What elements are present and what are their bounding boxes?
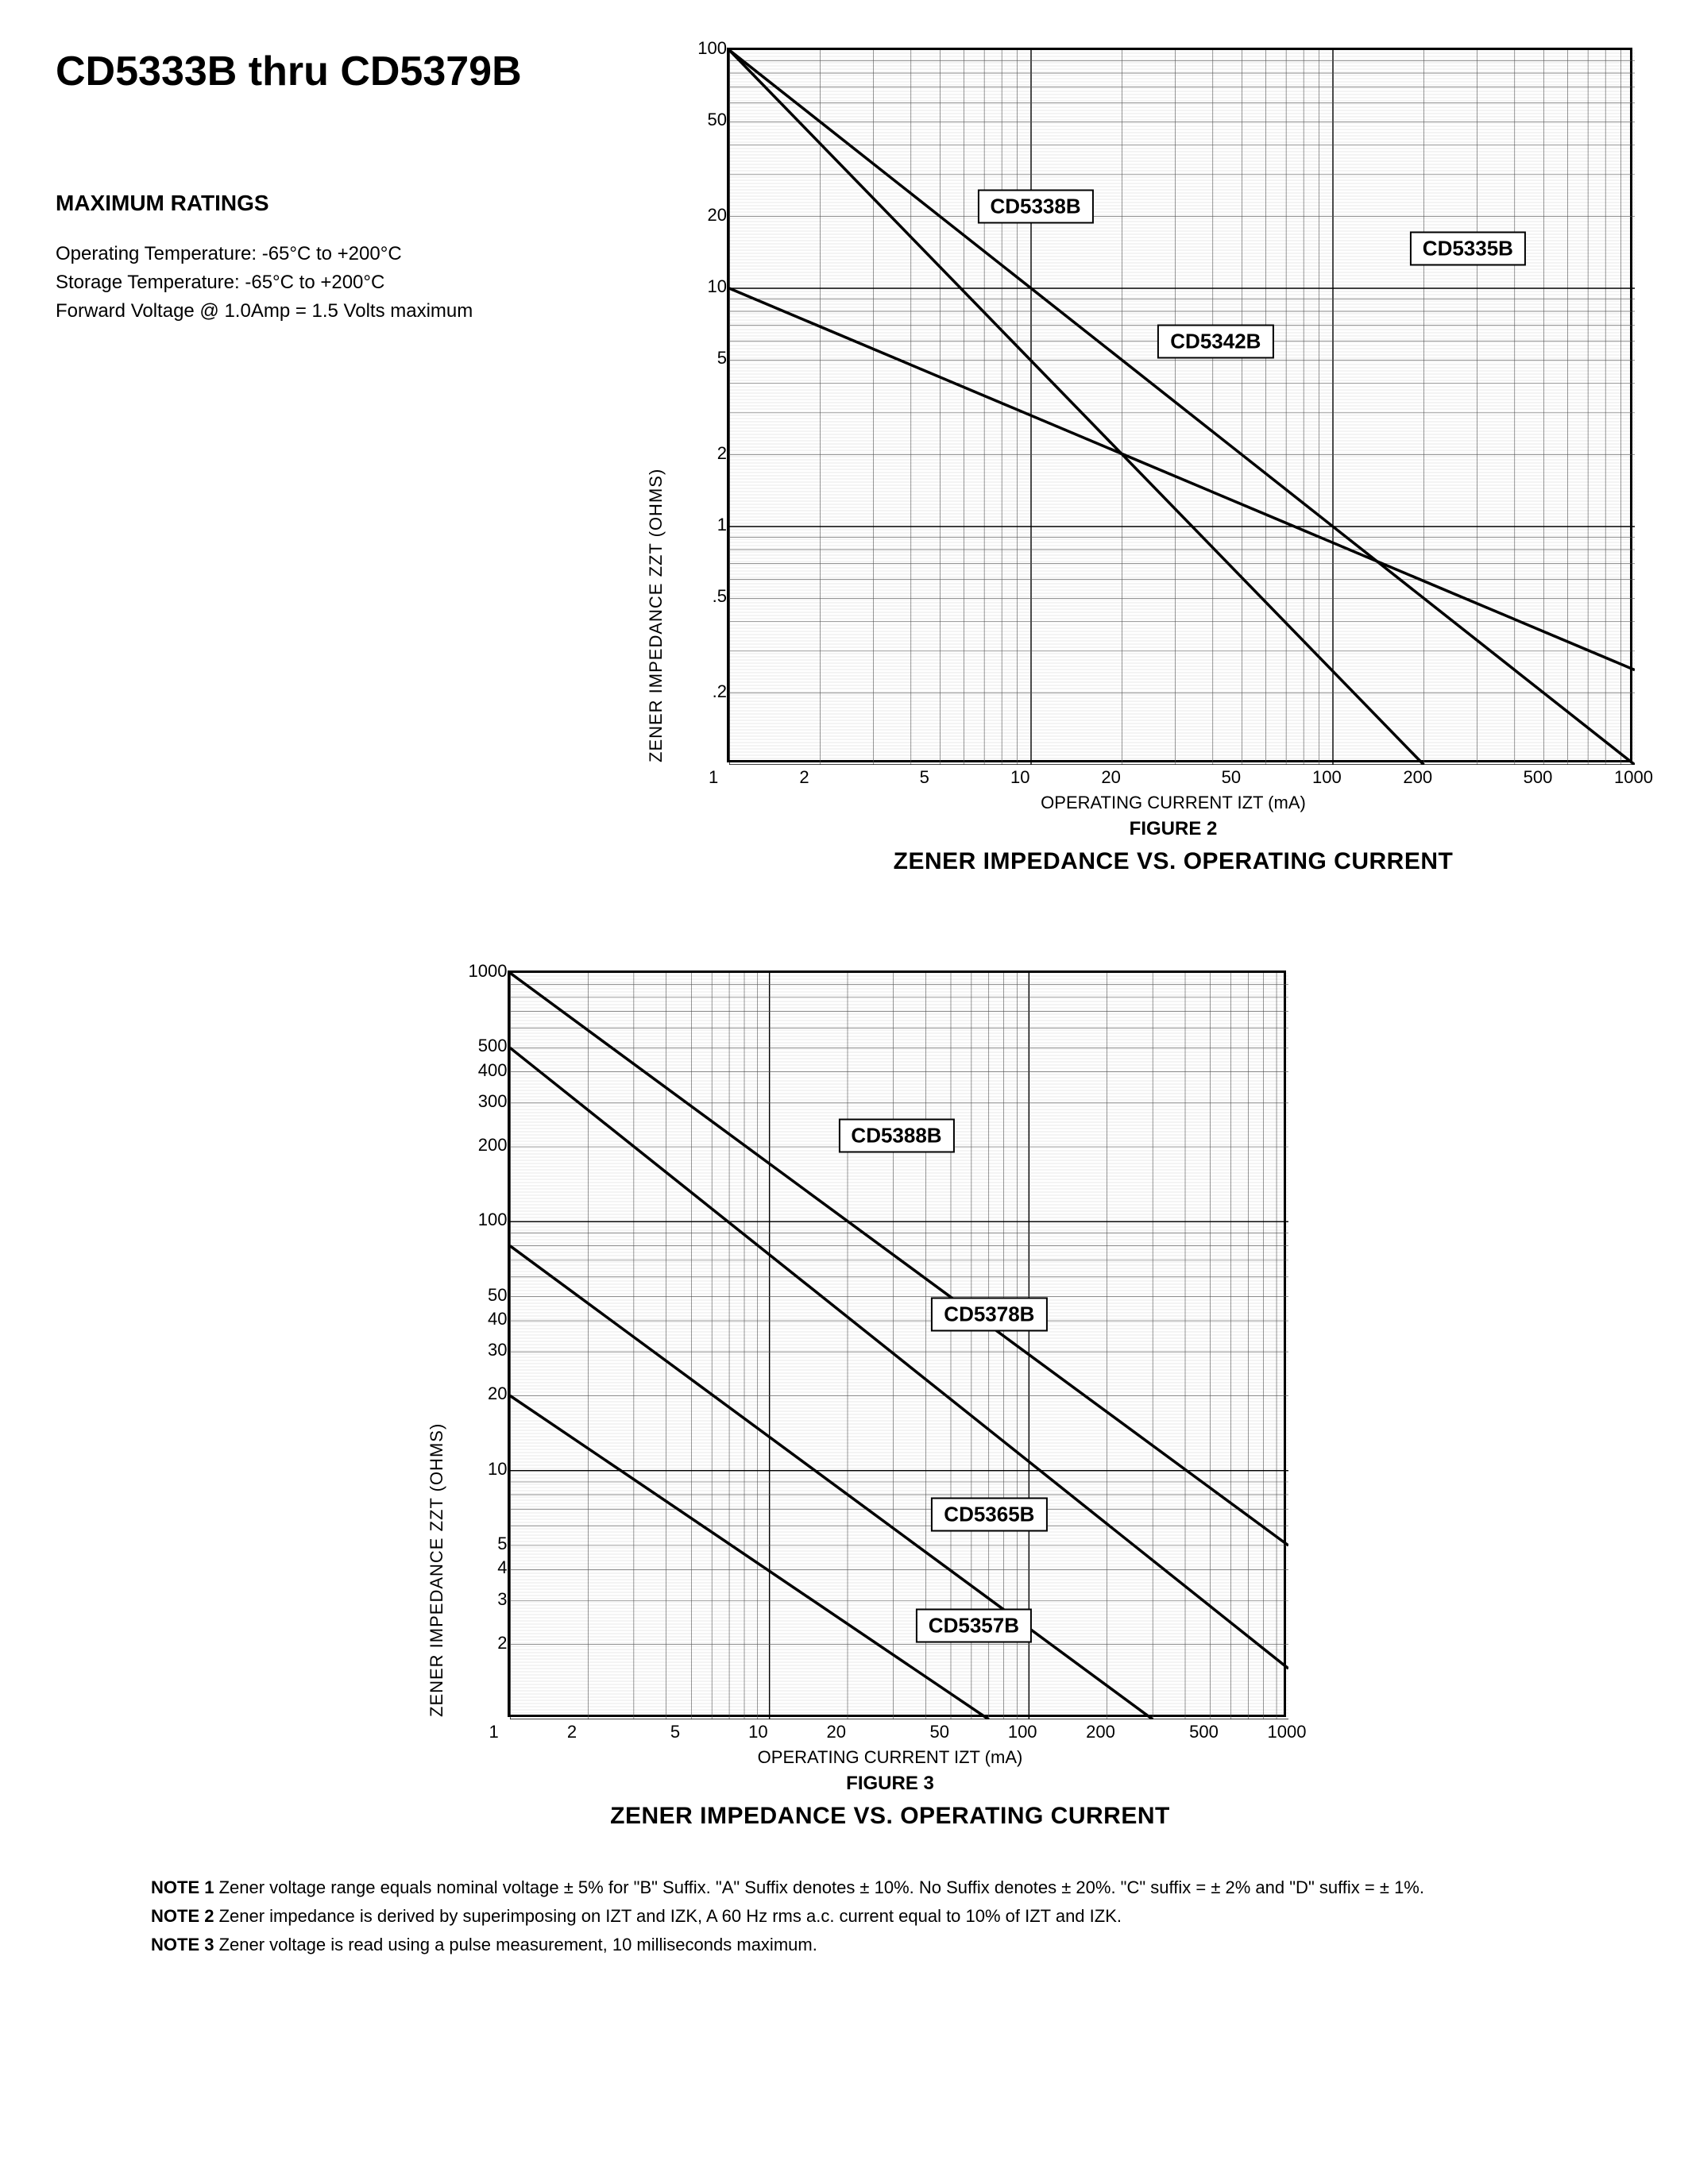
rating-line: Forward Voltage @ 1.0Amp = 1.5 Volts max… <box>56 297 614 326</box>
chart-plot-area: CD5338B CD5335B CD5342B <box>727 48 1632 762</box>
y-ticks: 100050040030020010050403020105432 <box>454 970 508 1717</box>
x-axis-label: OPERATING CURRENT IZT (mA) <box>501 1747 1280 1768</box>
page-title: CD5333B thru CD5379B <box>56 48 614 95</box>
notes-section: NOTE 1 Zener voltage range equals nomina… <box>151 1877 1501 1955</box>
figure-number: FIGURE 3 <box>501 1773 1280 1795</box>
x-ticks: 1251020501002005001000 <box>501 1722 1280 1744</box>
figure-number: FIGURE 2 <box>720 818 1626 840</box>
y-ticks: 100502010521.5.2 <box>673 48 727 762</box>
note-item: NOTE 2 Zener impedance is derived by sup… <box>151 1906 1501 1927</box>
curve-label: CD5365B <box>931 1497 1047 1531</box>
figure-2: ZENER IMPEDANCE ZZT (OHMS) 100502010521.5… <box>646 48 1632 875</box>
curve-label: CD5338B <box>977 189 1093 223</box>
rating-line: Operating Temperature: -65°C to +200°C <box>56 240 614 268</box>
chart-plot-area: CD5388B CD5378B CD5365B CD5357B <box>508 970 1286 1717</box>
x-ticks: 1251020501002005001000 <box>720 767 1626 789</box>
max-ratings-list: Operating Temperature: -65°C to +200°CSt… <box>56 240 614 326</box>
figure-title: ZENER IMPEDANCE VS. OPERATING CURRENT <box>720 848 1626 875</box>
max-ratings-heading: MAXIMUM RATINGS <box>56 191 614 216</box>
figure-3: ZENER IMPEDANCE ZZT (OHMS) 10005004003002… <box>79 970 1632 1830</box>
note-item: NOTE 3 Zener voltage is read using a pul… <box>151 1935 1501 1955</box>
y-axis-label: ZENER IMPEDANCE ZZT (OHMS) <box>646 48 666 762</box>
y-axis-label: ZENER IMPEDANCE ZZT (OHMS) <box>427 970 447 1717</box>
curve-label: CD5378B <box>931 1297 1047 1331</box>
figure-title: ZENER IMPEDANCE VS. OPERATING CURRENT <box>501 1803 1280 1830</box>
note-item: NOTE 1 Zener voltage range equals nomina… <box>151 1877 1501 1898</box>
curve-label: CD5388B <box>838 1119 954 1153</box>
curve-label: CD5335B <box>1410 232 1526 266</box>
x-axis-label: OPERATING CURRENT IZT (mA) <box>720 793 1626 813</box>
curve-label: CD5342B <box>1157 324 1273 358</box>
curve-label: CD5357B <box>916 1608 1032 1642</box>
rating-line: Storage Temperature: -65°C to +200°C <box>56 268 614 297</box>
